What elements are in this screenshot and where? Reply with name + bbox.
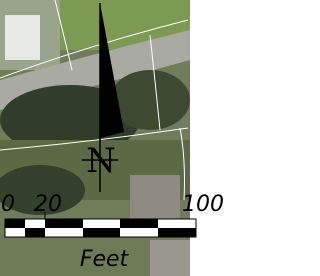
- scale-label: 20: [34, 192, 62, 217]
- scale-label: 100: [182, 192, 224, 217]
- scale-label: 0: [1, 192, 15, 217]
- scale-unit: Feet: [80, 247, 130, 272]
- north-label: N: [86, 141, 116, 181]
- map: N 0 20 100 Feet: [0, 0, 246, 276]
